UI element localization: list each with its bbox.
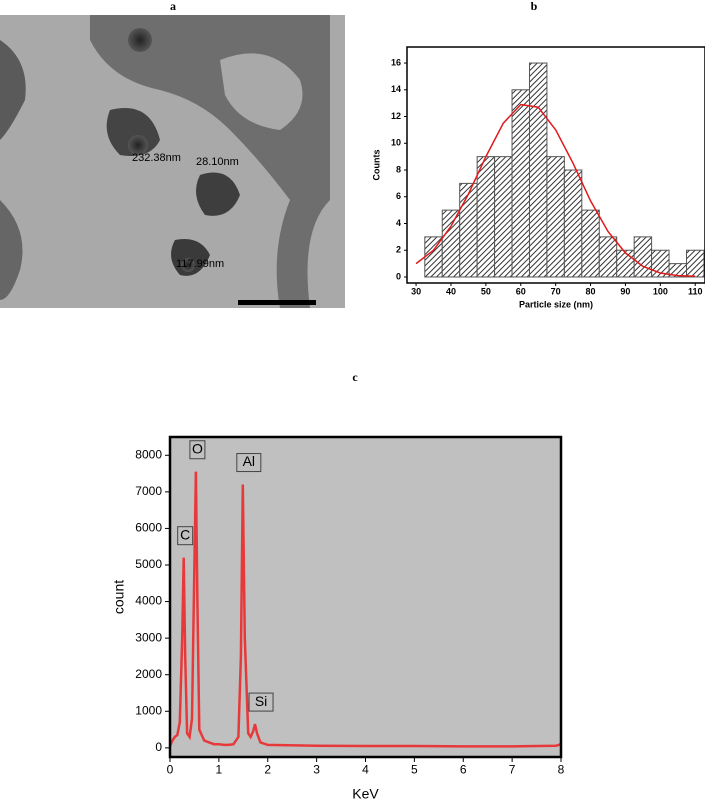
peak-label-box (236, 453, 262, 473)
x-tick-label: 90 (620, 287, 630, 297)
y-tick-label: 2 (396, 245, 401, 255)
x-tick-label: 7 (509, 763, 516, 777)
plot-background (170, 437, 561, 757)
peak-label: Si (255, 693, 267, 709)
bar (616, 249, 635, 278)
peak-label: C (180, 526, 190, 542)
x-tick-label: 40 (446, 287, 456, 297)
y-axis-label: Counts (371, 150, 381, 181)
bar (459, 182, 478, 278)
tem-image (0, 15, 345, 308)
y-tick-label: 0 (396, 271, 401, 281)
panel-label: a (170, 0, 176, 13)
measurement-label: 28.10nm (196, 156, 239, 168)
bar (633, 236, 653, 278)
peak-label-box (177, 526, 194, 546)
y-tick-label: 7000 (135, 484, 162, 498)
bar (598, 236, 618, 278)
x-tick-label: 5 (411, 763, 418, 777)
spectrum-line (168, 471, 562, 748)
y-tick-label: 16 (391, 57, 401, 67)
x-tick-label: 3 (313, 763, 320, 777)
x-tick-label: 8 (558, 763, 565, 777)
bar (494, 156, 513, 278)
bar (546, 156, 565, 278)
measurement-label: 232.38nm (132, 152, 181, 164)
bar (563, 169, 583, 278)
bar (686, 249, 705, 278)
x-tick-label: 60 (516, 287, 526, 297)
measurement-label: 117.99nm (176, 258, 224, 270)
x-tick-label: 80 (586, 287, 596, 297)
x-tick-label: 0 (167, 763, 174, 777)
y-tick-label: 8 (396, 164, 401, 174)
plot-frame (168, 435, 563, 759)
y-tick-label: 5000 (135, 557, 162, 571)
y-tick-label: 14 (391, 84, 401, 94)
panel-label: c (352, 370, 358, 384)
plot-frame (406, 46, 705, 284)
y-tick-label: 1000 (135, 703, 162, 717)
y-tick-label: 2000 (135, 667, 162, 681)
y-tick-label: 4 (396, 218, 401, 228)
fit-curve (415, 103, 696, 278)
y-axis-label: count (111, 580, 127, 614)
y-tick-label: 4000 (135, 594, 162, 608)
x-tick-label: 30 (411, 287, 421, 297)
x-tick-label: 1 (216, 763, 223, 777)
x-tick-label: 70 (551, 287, 561, 297)
x-tick-label: 100 (653, 287, 668, 297)
y-tick-label: 0 (155, 740, 162, 754)
x-tick-label: 50 (481, 287, 491, 297)
peak-label: Al (243, 453, 255, 469)
x-axis-label: KeV (352, 786, 379, 802)
bar (441, 209, 461, 278)
peak-label-box (189, 440, 206, 460)
y-tick-label: 6000 (135, 521, 162, 535)
peak-label: O (192, 440, 203, 456)
x-axis-label: Particle size (nm) (519, 299, 593, 309)
x-tick-label: 6 (460, 763, 467, 777)
bar (511, 89, 530, 278)
bar (581, 209, 600, 278)
y-tick-label: 12 (391, 111, 401, 121)
bar (528, 62, 548, 278)
x-tick-label: 2 (264, 763, 271, 777)
y-tick-label: 3000 (135, 630, 162, 644)
y-tick-label: 6 (396, 191, 401, 201)
x-tick-label: 4 (362, 763, 369, 777)
bar (476, 156, 496, 278)
y-tick-label: 10 (391, 138, 401, 148)
y-tick-label: 8000 (135, 447, 162, 461)
peak-label-box (248, 692, 274, 712)
x-tick-label: 110 (688, 287, 703, 297)
panel-label: b (531, 0, 538, 13)
